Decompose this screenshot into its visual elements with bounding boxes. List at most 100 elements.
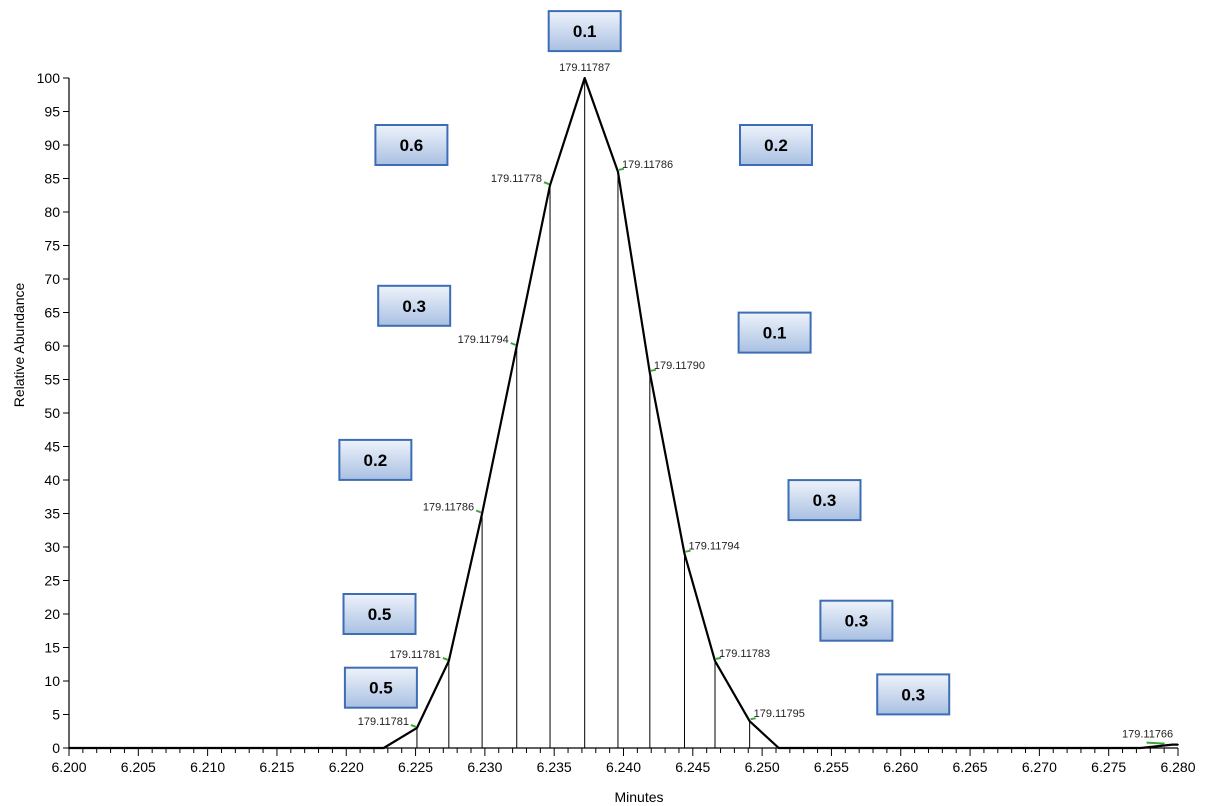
x-tick-label: 6.275 — [1091, 759, 1126, 775]
x-tick-label: 6.250 — [745, 759, 780, 775]
value-box-label: 0.3 — [845, 612, 869, 631]
x-axis-title: Minutes — [614, 789, 663, 805]
data-point — [649, 372, 651, 374]
peak-marker — [715, 656, 722, 660]
x-tick-label: 6.200 — [51, 759, 86, 775]
value-box: 0.3 — [377, 284, 452, 327]
y-tick-label: 95 — [44, 104, 60, 120]
value-box-label: 0.5 — [368, 605, 392, 624]
value-box-rect — [338, 438, 413, 481]
mass-label: 179.11794 — [458, 334, 509, 346]
value-box: 0.2 — [338, 438, 413, 481]
series-line — [68, 76, 1179, 750]
x-tick-label: 6.210 — [190, 759, 225, 775]
value-box: 0.5 — [343, 666, 418, 709]
x-tick-label: 6.230 — [467, 759, 502, 775]
mass-label: 179.11787 — [559, 62, 610, 74]
value-boxes: 0.5 0.5 0.2 0.3 0.6 0.1 0.2 0.1 0.3 0.3 0.3 — [338, 10, 951, 716]
x-tick-label: 6.235 — [537, 759, 572, 775]
value-box-label: 0.1 — [573, 22, 597, 41]
value-box-rect — [737, 311, 812, 354]
peak-marker — [475, 509, 482, 514]
x-tick-label: 6.265 — [953, 759, 988, 775]
mass-label: 179.11795 — [754, 708, 805, 720]
mass-label: 179.11790 — [654, 360, 705, 372]
x-tick-label: 6.215 — [259, 759, 294, 775]
y-tick-label: 15 — [44, 640, 60, 656]
data-point — [549, 184, 551, 186]
x-tick-label: 6.260 — [883, 759, 918, 775]
mass-annotations: 179.11781 179.11781 179.11786 179.11794 179.… — [358, 62, 1173, 745]
value-box-rect — [343, 666, 418, 709]
data-point — [448, 660, 450, 662]
y-tick-label: 0 — [52, 740, 60, 756]
y-tick-label: 70 — [44, 271, 60, 287]
x-tick-label: 6.245 — [675, 759, 710, 775]
y-tick-label: 55 — [44, 372, 60, 388]
value-box-label: 0.3 — [402, 297, 426, 316]
y-tick-label: 85 — [44, 171, 60, 187]
peak-marker — [410, 723, 417, 728]
peak-marker — [510, 342, 517, 346]
mass-label: 179.11794 — [688, 541, 739, 553]
value-box-label: 0.3 — [901, 685, 925, 704]
y-tick-label: 90 — [44, 137, 60, 153]
value-box-rect — [787, 479, 862, 522]
y-tick-label: 10 — [44, 673, 60, 689]
value-box-rect — [819, 599, 894, 642]
data-point — [382, 747, 385, 749]
value-box-rect — [342, 593, 417, 635]
value-box-label: 0.2 — [764, 136, 788, 155]
x-tick-label: 6.270 — [1022, 759, 1057, 775]
x-tick-label: 6.255 — [814, 759, 849, 775]
value-box: 0.2 — [738, 124, 813, 166]
data-point — [617, 171, 619, 173]
value-box-label: 0.2 — [364, 451, 388, 470]
y-tick-label: 20 — [44, 606, 60, 622]
data-point — [515, 345, 518, 347]
y-tick-label: 80 — [44, 204, 60, 220]
data-point — [1177, 743, 1179, 746]
y-tick-label: 30 — [44, 539, 60, 555]
y-tick-label: 45 — [44, 439, 60, 455]
peak-marker — [650, 368, 657, 372]
value-box-rect — [547, 10, 622, 53]
y-tick-label: 5 — [52, 707, 60, 723]
value-box: 0.3 — [787, 479, 862, 522]
stem-lines — [416, 78, 751, 748]
y-tick-label: 65 — [44, 305, 60, 321]
mass-label: 179.11778 — [491, 173, 542, 185]
data-point — [1139, 747, 1142, 749]
y-tick-label: 50 — [44, 405, 60, 421]
y-tick-label: 25 — [44, 573, 60, 589]
value-box-rect — [377, 284, 452, 327]
mass-label: 179.11766 — [1122, 729, 1173, 741]
peak-marker — [750, 717, 756, 721]
peak-marker — [1146, 741, 1165, 745]
value-box: 0.1 — [547, 10, 622, 53]
data-point — [777, 747, 780, 749]
peak-marker — [618, 167, 625, 171]
series-line-0 — [69, 76, 1178, 750]
y-tick-label: 35 — [44, 506, 60, 522]
data-point — [68, 747, 70, 749]
mass-label: 179.11783 — [719, 648, 770, 660]
data-point — [714, 660, 716, 662]
y-tick-label: 75 — [44, 238, 60, 254]
data-point — [583, 77, 586, 79]
mass-label: 179.11786 — [423, 502, 474, 514]
value-box-label: 0.3 — [813, 491, 837, 510]
value-box-rect — [876, 673, 951, 716]
data-point — [481, 512, 483, 515]
value-box: 0.6 — [374, 124, 449, 166]
axes: 0 5 10 15 20 25 30 35 40 45 50 55 60 65 70 75 80 85 90 95 10… — [37, 70, 1196, 775]
data-point — [683, 552, 686, 555]
value-box-label: 0.6 — [400, 136, 424, 155]
y-tick-label: 100 — [37, 70, 61, 86]
value-box: 0.1 — [737, 311, 812, 354]
mass-label: 179.11781 — [358, 716, 409, 728]
value-box-rect — [738, 124, 813, 166]
mass-label: 179.11786 — [622, 159, 673, 171]
x-tick-label: 6.240 — [606, 759, 641, 775]
